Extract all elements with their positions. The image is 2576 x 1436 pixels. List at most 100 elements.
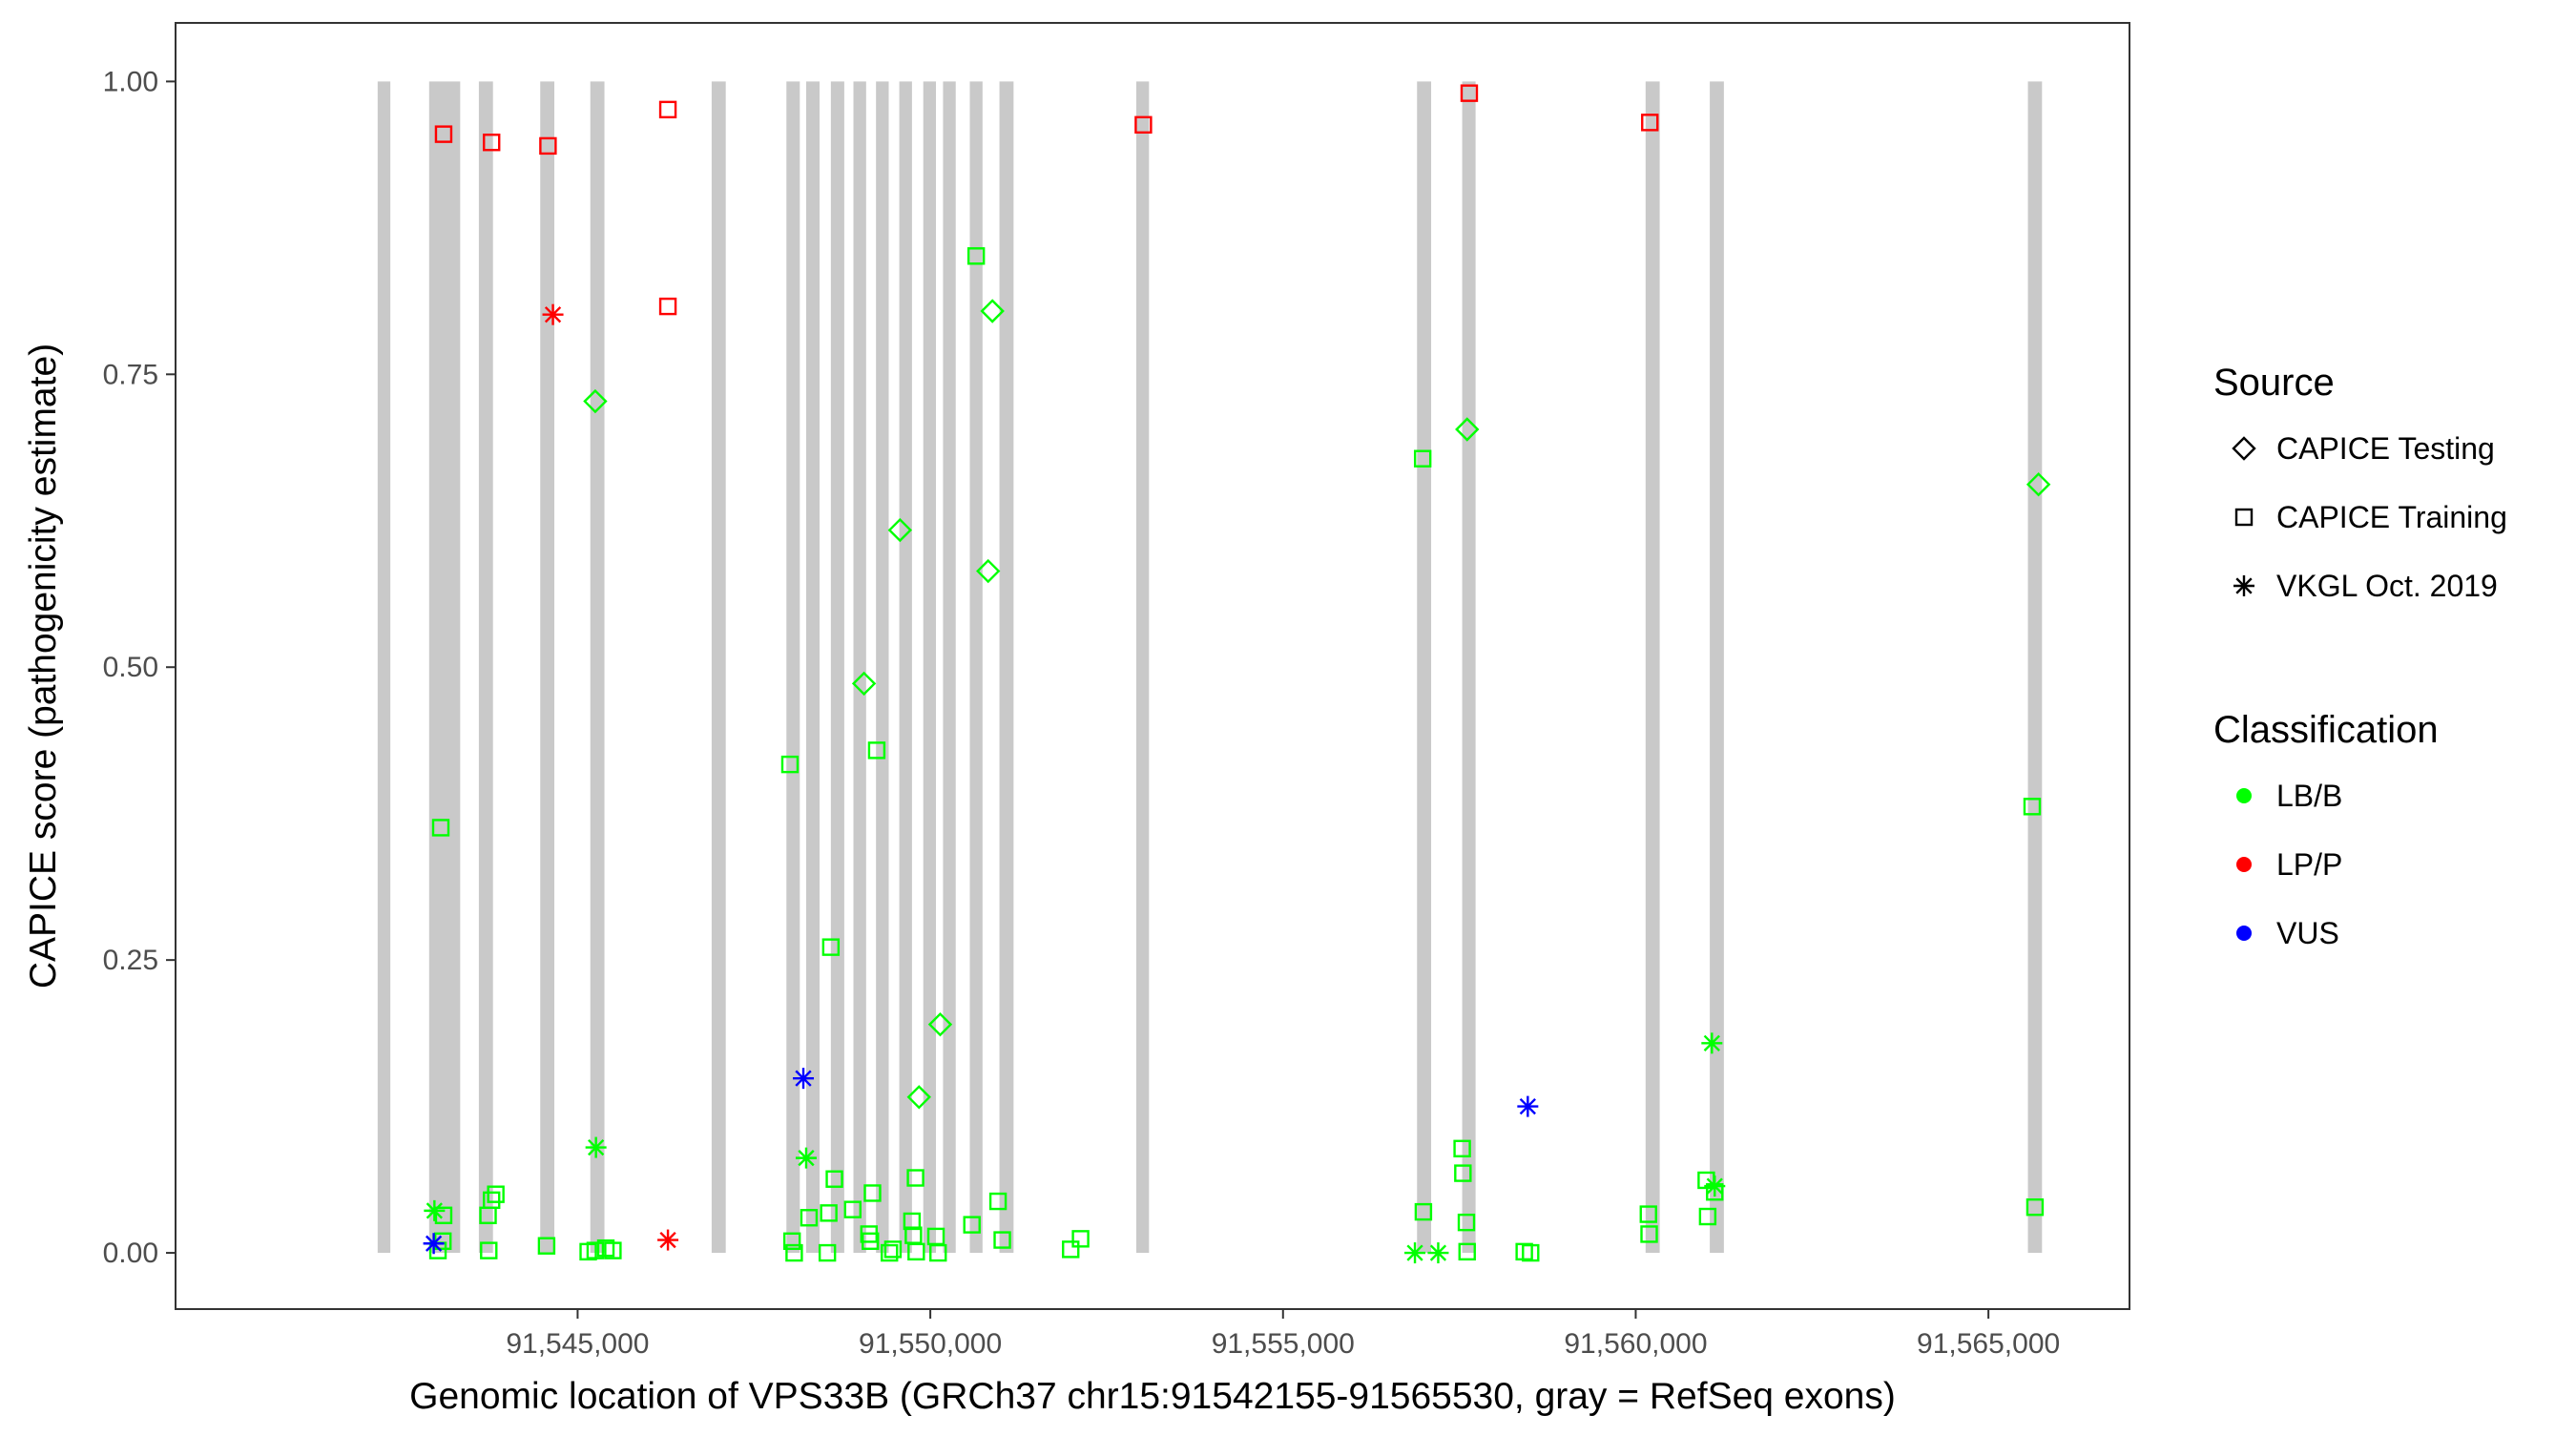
data-point bbox=[780, 755, 800, 774]
y-tick-label: 0.25 bbox=[103, 945, 158, 976]
data-point bbox=[1515, 1242, 1533, 1261]
exon-band bbox=[1417, 81, 1432, 1254]
data-point bbox=[825, 1170, 843, 1188]
exon-band bbox=[999, 81, 1014, 1254]
legend-key-diamond-icon bbox=[2232, 436, 2256, 461]
data-point bbox=[993, 1231, 1011, 1249]
asterisk-stroke bbox=[2235, 577, 2253, 594]
data-point bbox=[966, 247, 986, 265]
legend-label: CAPICE Training bbox=[2276, 500, 2507, 534]
exon-band bbox=[1462, 81, 1476, 1254]
x-tick-label: 91,555,000 bbox=[1212, 1328, 1355, 1360]
exon-band bbox=[923, 81, 937, 1254]
data-point bbox=[1071, 1230, 1090, 1248]
legend-title-source: Source bbox=[2213, 362, 2335, 404]
data-point bbox=[1458, 1242, 1476, 1261]
x-tick-label: 91,550,000 bbox=[859, 1328, 1002, 1360]
exon-band bbox=[1645, 81, 1660, 1254]
legend-label: CAPICE Testing bbox=[2276, 431, 2495, 466]
legend: Source CAPICE Testing CAPICE Training VKGL … bbox=[2213, 362, 2507, 950]
data-point bbox=[1522, 1243, 1540, 1262]
data-point bbox=[927, 1011, 953, 1037]
legend-item-source: CAPICE Training bbox=[2234, 500, 2507, 534]
asterisk-stroke bbox=[588, 1138, 605, 1156]
data-point bbox=[1413, 449, 1432, 468]
data-point bbox=[1701, 1032, 1723, 1054]
data-point bbox=[1427, 1242, 1449, 1264]
data-point bbox=[434, 125, 453, 143]
data-point bbox=[658, 100, 677, 119]
y-tick-label: 0.00 bbox=[103, 1238, 158, 1269]
asterisk-stroke bbox=[1406, 1244, 1423, 1261]
data-point bbox=[887, 517, 913, 543]
asterisk-stroke bbox=[1429, 1244, 1447, 1261]
exon-band bbox=[853, 81, 866, 1254]
legend-key-dot-icon bbox=[2236, 788, 2252, 803]
data-point bbox=[907, 1242, 925, 1261]
legend-item-classification: LP/P bbox=[2236, 847, 2342, 882]
exon-band bbox=[377, 81, 391, 1254]
data-point bbox=[793, 1068, 815, 1090]
exon-band bbox=[786, 81, 800, 1254]
exon-band bbox=[711, 81, 726, 1254]
data-point bbox=[1704, 1176, 1726, 1197]
legend-key-square-icon bbox=[2234, 508, 2254, 527]
data-point bbox=[1517, 1095, 1539, 1117]
asterisk-stroke bbox=[1706, 1177, 1723, 1195]
data-point bbox=[903, 1212, 922, 1231]
data-point bbox=[586, 1241, 605, 1259]
legend-item-classification: VUS bbox=[2236, 916, 2339, 950]
asterisk-stroke bbox=[795, 1070, 812, 1087]
legend-item-source: CAPICE Testing bbox=[2232, 431, 2495, 466]
data-point bbox=[867, 741, 886, 760]
exon-band bbox=[540, 81, 555, 1254]
data-point bbox=[483, 1191, 501, 1210]
legend-key-dot-icon bbox=[2236, 926, 2252, 941]
data-point bbox=[1698, 1207, 1717, 1226]
exon-band bbox=[428, 81, 461, 1254]
data-point bbox=[785, 1243, 803, 1262]
data-point bbox=[843, 1200, 862, 1218]
data-point bbox=[963, 1216, 981, 1234]
data-point bbox=[976, 558, 1001, 584]
data-point bbox=[818, 1243, 837, 1262]
asterisk-stroke bbox=[1519, 1097, 1536, 1115]
exon-band bbox=[943, 81, 956, 1254]
data-point bbox=[906, 1085, 931, 1110]
data-point bbox=[483, 134, 501, 152]
data-point-layer bbox=[423, 84, 2051, 1264]
legend-item-source: VKGL Oct. 2019 bbox=[2233, 569, 2498, 603]
data-point bbox=[1639, 1205, 1657, 1223]
data-point bbox=[862, 1232, 880, 1250]
data-point bbox=[1454, 1164, 1472, 1182]
axes-layer: 0.00 0.25 0.50 0.75 1.00 91,545,000 91,550,000… bbox=[103, 66, 2061, 1360]
data-point bbox=[821, 938, 841, 956]
data-point bbox=[542, 303, 564, 325]
exon-band bbox=[899, 81, 912, 1254]
data-point bbox=[424, 1199, 446, 1221]
data-point bbox=[800, 1209, 819, 1227]
exon-band bbox=[478, 81, 493, 1254]
exon-band bbox=[805, 81, 821, 1254]
data-point bbox=[658, 297, 677, 316]
data-point bbox=[537, 1237, 556, 1255]
data-point bbox=[782, 1232, 801, 1250]
data-point bbox=[480, 1241, 498, 1259]
data-point bbox=[906, 1169, 924, 1187]
asterisk-stroke bbox=[659, 1231, 676, 1249]
data-point bbox=[851, 671, 877, 697]
data-point bbox=[585, 1136, 607, 1158]
data-point bbox=[980, 299, 1005, 323]
legend-title-classification: Classification bbox=[2213, 709, 2439, 751]
data-point bbox=[434, 1206, 453, 1224]
exon-band bbox=[830, 81, 844, 1254]
data-point bbox=[820, 1204, 838, 1222]
data-point bbox=[1641, 114, 1659, 132]
y-axis-title: CAPICE score (pathogenicity estimate) bbox=[23, 343, 64, 989]
legend-item-classification: LB/B bbox=[2236, 779, 2342, 813]
legend-label: VUS bbox=[2276, 916, 2339, 950]
exon-band bbox=[969, 81, 983, 1254]
data-point bbox=[1455, 417, 1480, 442]
exon-band-layer bbox=[377, 81, 2043, 1254]
